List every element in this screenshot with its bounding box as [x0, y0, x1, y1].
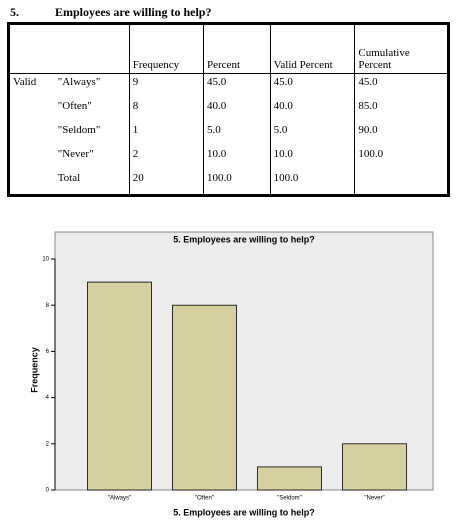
- row-group: Valid: [13, 76, 37, 88]
- cell: 40.0: [203, 98, 271, 122]
- chart-title: 5. Employees are willing to help?: [173, 234, 315, 244]
- cell: 45.0: [354, 73, 449, 98]
- x-tick-label: "Seldom": [277, 496, 302, 502]
- x-tick-label: "Never": [364, 496, 384, 502]
- column-header: Valid Percent: [269, 23, 355, 74]
- table-row: Valid "Always" 9 45.0 45.0 45.0: [9, 73, 449, 98]
- y-tick-label: 0: [46, 488, 50, 494]
- frequency-table: Frequency Percent Valid Percent Cumulative …: [7, 22, 450, 197]
- cell: 9: [128, 73, 204, 98]
- cell: 2: [128, 146, 204, 170]
- cell: 100.0: [269, 170, 355, 196]
- row-label: "Always": [57, 76, 101, 88]
- y-tick-label: 4: [46, 395, 50, 401]
- empty-cell: [54, 23, 130, 74]
- cell: 20: [128, 170, 204, 196]
- row-label: "Often": [57, 100, 92, 112]
- table-row: "Never" 2 10.0 10.0 100.0: [9, 146, 449, 170]
- y-tick-label: 2: [46, 441, 50, 447]
- table-row: Total 20 100.0 100.0: [9, 170, 449, 196]
- column-header: Percent: [203, 23, 271, 74]
- empty-cell: [354, 170, 449, 196]
- row-label: Total: [57, 172, 81, 184]
- cell: 8: [128, 98, 204, 122]
- cell: 45.0: [203, 73, 271, 98]
- cell: 5.0: [269, 122, 355, 146]
- y-tick-label: 10: [42, 257, 49, 263]
- cell: 90.0: [354, 122, 449, 146]
- y-axis-title: Frequency: [29, 347, 39, 393]
- table-row: "Often" 8 40.0 40.0 85.0: [9, 98, 449, 122]
- x-tick-label: "Often": [195, 496, 214, 502]
- column-header: Frequency: [128, 23, 204, 74]
- bar: [172, 304, 237, 491]
- cell: 85.0: [354, 98, 449, 122]
- heading-title: Employees are willing to help?: [55, 5, 212, 19]
- cell: 100.0: [203, 170, 271, 196]
- cell: 5.0: [203, 122, 271, 146]
- y-tick-label: 6: [46, 349, 50, 355]
- heading: 5. Employees are willing to help?: [10, 5, 211, 20]
- heading-number: 5.: [10, 5, 19, 19]
- cell: 10.0: [203, 146, 271, 170]
- bar: [87, 281, 152, 491]
- row-label: "Never": [57, 148, 94, 160]
- x-axis-title: 5. Employees are willing to help?: [173, 507, 315, 517]
- header-row: Frequency Percent Valid Percent Cumulative …: [8, 23, 449, 74]
- cell: 45.0: [269, 73, 355, 98]
- cell: 100.0: [354, 146, 449, 170]
- column-header: Cumulative Percent: [354, 23, 449, 74]
- row-label: "Seldom": [57, 124, 101, 136]
- x-tick-label: "Always": [108, 496, 131, 502]
- bar: [342, 443, 407, 491]
- cell: 10.0: [269, 146, 355, 170]
- bar: [257, 466, 322, 491]
- cell: 40.0: [269, 98, 355, 122]
- empty-cell: [8, 23, 55, 74]
- cell: 1: [128, 122, 204, 146]
- y-tick-label: 8: [46, 303, 50, 309]
- table-row: "Seldom" 1 5.0 5.0 90.0: [9, 122, 449, 146]
